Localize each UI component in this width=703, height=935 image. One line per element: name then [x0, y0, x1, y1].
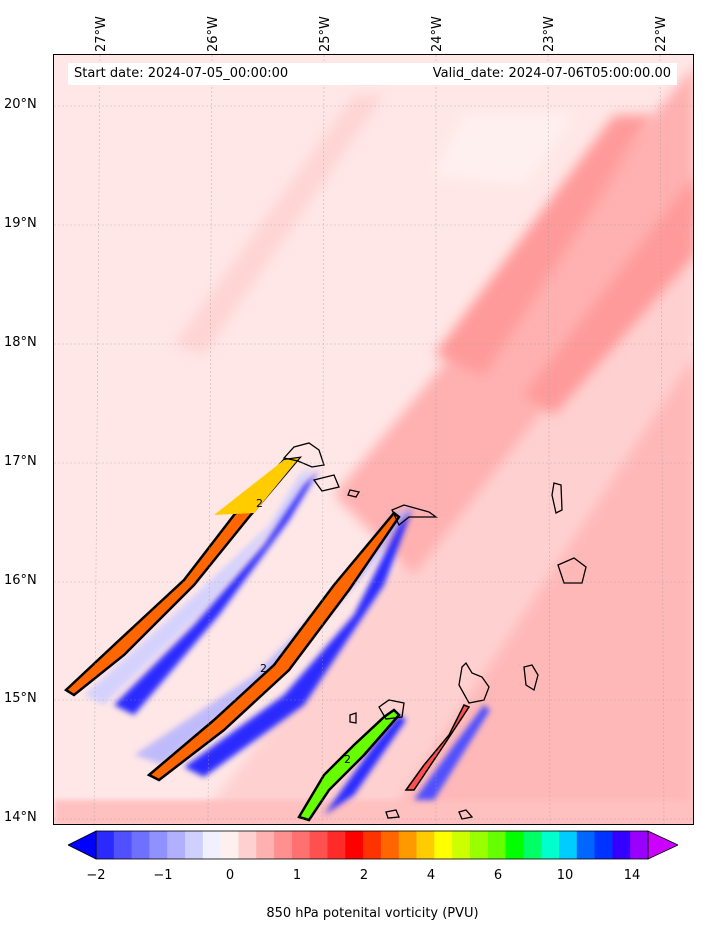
colorbar-cell: [558, 831, 578, 859]
lon-label-24w: 24°W: [430, 16, 445, 52]
lat-label-20n: 20°N: [4, 97, 37, 112]
lat-label-16n: 16°N: [4, 573, 37, 588]
colorbar-cell: [434, 831, 453, 859]
lon-label-27w: 27°W: [94, 16, 109, 52]
contour-labels: 2 2 2: [256, 497, 351, 766]
contour-label: 2: [260, 662, 267, 675]
lat-label-19n: 19°N: [4, 216, 37, 231]
colorbar-cell: [238, 831, 257, 859]
colorbar-cell: [220, 831, 239, 859]
pv-background-field: [54, 55, 693, 824]
colorbar-cell: [345, 831, 364, 859]
colorbar-cell: [541, 831, 560, 859]
colorbar-cell: [576, 831, 596, 859]
colorbar-tick: 14: [623, 868, 641, 883]
colorbar-outline: [95, 830, 649, 860]
lat-label-18n: 18°N: [4, 335, 37, 350]
colorbar: [68, 830, 678, 860]
colorbar-cell: [612, 831, 631, 859]
lon-label-25w: 25°W: [318, 16, 333, 52]
colorbar-tick: 4: [426, 868, 436, 883]
colorbar-cell: [202, 831, 222, 859]
gridlines: [54, 55, 693, 824]
date-info-bar: Start date: 2024-07-05_00:00:00 Valid_da…: [68, 63, 677, 85]
colorbar-cell: [309, 831, 328, 859]
contour-label: 2: [256, 497, 263, 510]
colorbar-extend-max: [647, 830, 678, 860]
colorbar-cell: [185, 831, 204, 859]
colorbar-cell: [630, 831, 649, 859]
colorbar-cell: [363, 831, 382, 859]
colorbar-cell: [167, 831, 186, 859]
colorbar-tick: 0: [225, 868, 235, 883]
map-plot-area: 2 2 2: [53, 54, 694, 825]
colorbar-tick: −2: [86, 868, 106, 883]
colorbar-cell: [416, 831, 435, 859]
lat-label-15n: 15°N: [4, 691, 37, 706]
colorbar-cell: [469, 831, 489, 859]
map-canvas: 2 2 2: [54, 55, 693, 824]
contour-label: 2: [344, 753, 351, 766]
colorbar-tick: 2: [359, 868, 369, 883]
colorbar-tick: 1: [292, 868, 302, 883]
colorbar-cell: [327, 831, 346, 859]
colorbar-cell: [380, 831, 400, 859]
lon-label-22w: 22°W: [654, 16, 669, 52]
colorbar-cell: [594, 831, 613, 859]
colorbar-cells: [96, 831, 649, 859]
colorbar-label: 850 hPa potenital vorticity (PVU): [266, 906, 479, 921]
colorbar-cell: [291, 831, 311, 859]
lon-label-26w: 26°W: [206, 16, 221, 52]
colorbar-tick: 10: [556, 868, 574, 883]
colorbar-cell: [113, 831, 133, 859]
colorbar-cell: [505, 831, 524, 859]
colorbar-extend-min: [68, 830, 97, 860]
start-date-text: Start date: 2024-07-05_00:00:00: [74, 66, 289, 81]
lon-label-23w: 23°W: [542, 16, 557, 52]
colorbar-cell: [131, 831, 150, 859]
colorbar-cell: [149, 831, 168, 859]
colorbar-cell: [96, 831, 115, 859]
colorbar-tick: −1: [153, 868, 173, 883]
colorbar-cell: [274, 831, 293, 859]
colorbar-tick: 6: [493, 868, 503, 883]
colorbar-cell: [523, 831, 542, 859]
colorbar-cell: [487, 831, 507, 859]
valid-date-text: Valid_date: 2024-07-06T05:00:00.00: [432, 66, 671, 81]
pv-ribbons: [63, 456, 471, 822]
colorbar-cell: [398, 831, 418, 859]
lat-label-14n: 14°N: [4, 810, 37, 825]
colorbar-cell: [452, 831, 471, 859]
colorbar-cell: [256, 831, 275, 859]
lat-label-17n: 17°N: [4, 454, 37, 469]
